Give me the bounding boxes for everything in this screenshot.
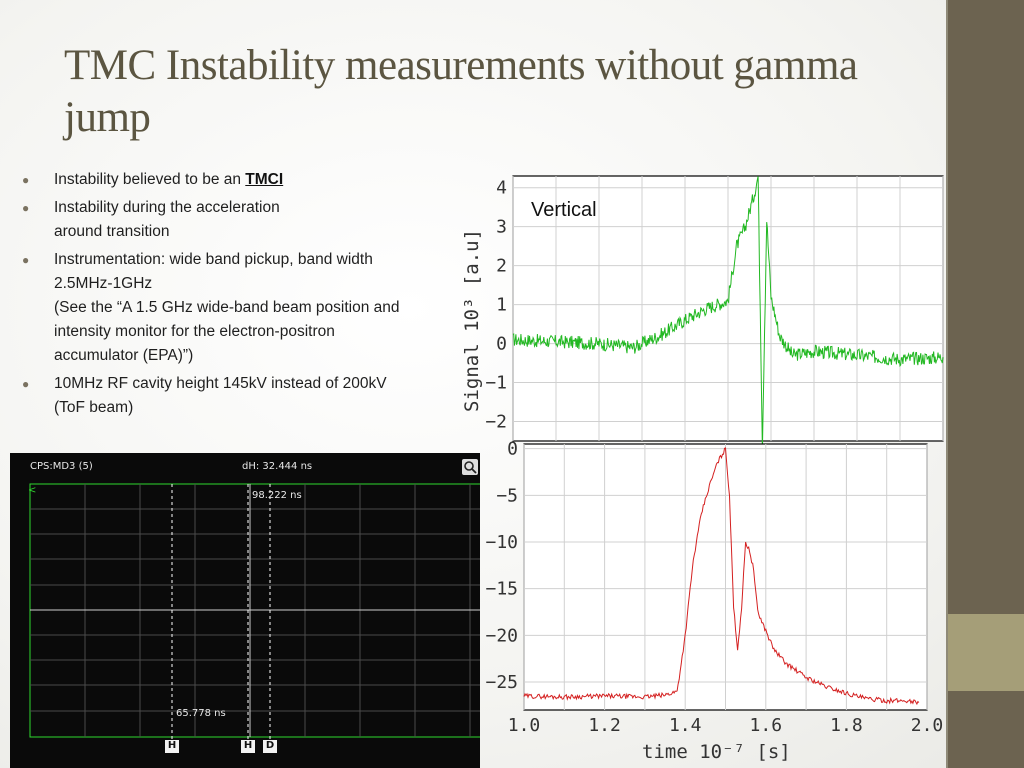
scope-dh-label: dH: 32.444 ns [242, 461, 313, 472]
y-tick-label: 0 [496, 334, 507, 355]
bullet-line: around transition [54, 223, 170, 240]
y-tick-label: −15 [485, 579, 518, 600]
y-tick-label: −20 [485, 625, 518, 646]
bullet-dot: ● [22, 173, 30, 187]
vertical-signal-series [512, 176, 944, 444]
scope-marker-upper: 98.222 ns [252, 490, 302, 501]
y-tick-labels: 0 −5 −10 −15 −20 −25 [485, 440, 518, 693]
x-tick-label: 1.8 [830, 715, 863, 736]
bullet-dot: ● [22, 253, 30, 267]
y-tick-label: −1 [485, 373, 507, 394]
x-axis-label: time 10⁻⁷ [s] [642, 741, 791, 763]
tmci-link[interactable]: TMCI [245, 171, 284, 188]
x-tick-label: 1.0 [508, 715, 541, 736]
y-axis-label: Signal 10³ [a.u] [461, 229, 483, 412]
y-tick-label: 3 [496, 217, 507, 238]
vertical-annotation: Vertical [531, 199, 597, 221]
cursor-h-button[interactable]: H [165, 740, 179, 753]
sidebar-accent-block [948, 614, 1024, 691]
oscilloscope-screenshot: CPS:MD3 (5) dH: 32.444 ns < 98.222 ns 65… [10, 453, 480, 768]
bullet-item: ● Instability during the acceleration ar… [22, 196, 462, 244]
y-tick-label: 0 [507, 440, 518, 460]
chart-grid [523, 444, 928, 710]
slide-title: TMC Instability measurements without gam… [64, 42, 858, 142]
chart-grid [512, 176, 944, 441]
x-tick-label: 1.6 [750, 715, 783, 736]
y-tick-label: −10 [485, 532, 518, 553]
x-tick-label: 2.0 [911, 715, 944, 736]
scope-marker-lower: 65.778 ns [176, 708, 226, 719]
y-tick-label: 2 [496, 256, 507, 277]
magnifier-icon[interactable] [462, 459, 478, 475]
bullet-line: (ToF beam) [54, 399, 134, 416]
y-tick-label: −5 [496, 485, 518, 506]
bullet-dot: ● [22, 201, 30, 215]
cursor-h-button[interactable]: H [241, 740, 255, 753]
red-signal-series [523, 447, 920, 706]
bullet-line: 10MHz RF cavity height 145kV instead of … [54, 375, 387, 392]
y-tick-label: −2 [485, 412, 507, 433]
cursor-d-button[interactable]: D [263, 740, 277, 753]
y-tick-labels: 4 3 2 1 0 −1 −2 [485, 178, 507, 433]
bullet-line: intensity monitor for the electron-posit… [54, 323, 335, 340]
bullet-text: Instability believed to be an [54, 171, 246, 188]
x-tick-labels: 1.0 1.2 1.4 1.6 1.8 2.0 [508, 715, 944, 736]
x-tick-label: 1.2 [588, 715, 621, 736]
scope-channel-label: CPS:MD3 (5) [30, 461, 93, 472]
bullet-item: ● Instrumentation: wide band pickup, ban… [22, 248, 462, 368]
bullet-line: Instrumentation: wide band pickup, band … [54, 251, 373, 268]
y-tick-label: −25 [485, 672, 518, 693]
bullet-item: ● 10MHz RF cavity height 145kV instead o… [22, 372, 462, 420]
y-tick-label: 1 [496, 295, 507, 316]
bullet-line: accumulator (EPA)”) [54, 347, 194, 364]
x-tick-label: 1.4 [669, 715, 702, 736]
bullet-line: (See the “A 1.5 GHz wide-band beam posit… [54, 299, 400, 316]
scope-grid [29, 483, 480, 743]
bullet-dot: ● [22, 377, 30, 391]
sidebar-edge [946, 0, 948, 768]
bullet-item: ● Instability believed to be an TMCI [22, 168, 462, 192]
y-tick-label: 4 [496, 178, 507, 199]
scope-left-marker: < [28, 485, 37, 496]
bullet-line: Instability during the acceleration [54, 199, 280, 216]
bullet-list: ● Instability believed to be an TMCI ● I… [22, 168, 462, 424]
bullet-line: 2.5MHz-1GHz [54, 275, 153, 292]
red-signal-chart: 0 −5 −10 −15 −20 −25 1.0 1.2 1.4 1.6 1.8 2.0 time … [485, 440, 944, 763]
vertical-signal-chart: 4 3 2 1 0 −1 −2 Vertical Signal 10³ [a.u] [461, 175, 944, 444]
